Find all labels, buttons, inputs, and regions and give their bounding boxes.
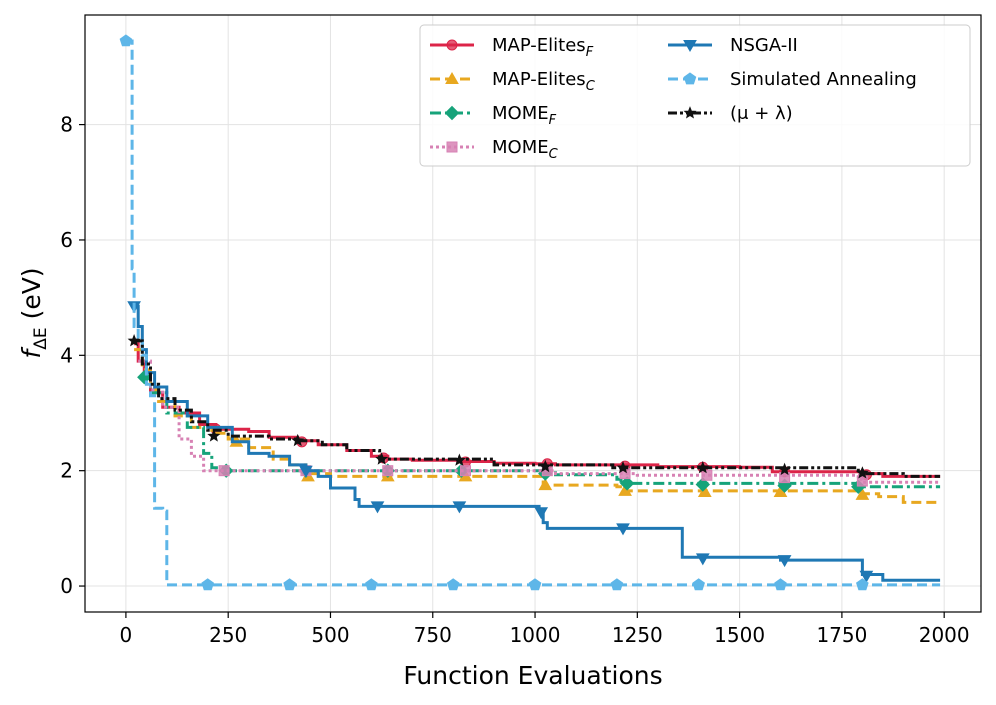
data-point [777, 555, 792, 568]
data-point [538, 478, 553, 491]
legend-label-sub: F [549, 113, 557, 128]
legend-item: MAP-ElitesF [430, 35, 594, 60]
data-point [618, 483, 632, 496]
series-4 [127, 301, 941, 583]
x-tick-label: 0 [120, 623, 133, 647]
legend-label-sub: C [586, 79, 596, 94]
data-point [616, 523, 630, 536]
data-point [701, 469, 713, 481]
legend-label: MAP-ElitesF [492, 35, 594, 60]
legend-label: Simulated Annealing [730, 69, 917, 90]
series-line [134, 339, 941, 478]
data-point [616, 460, 630, 474]
series-5 [119, 34, 941, 591]
data-point [218, 465, 230, 477]
data-point [695, 553, 710, 566]
data-point [778, 462, 792, 476]
data-point [365, 578, 378, 591]
data-point [610, 578, 624, 591]
data-point [538, 459, 552, 473]
data-point [370, 501, 385, 514]
x-tick-label: 500 [311, 623, 349, 647]
data-point [774, 578, 787, 591]
legend-marker [683, 40, 697, 53]
data-point [855, 487, 870, 500]
ticks: 0 250 500 750 1000 1250 1500 1750 2000 0 2 4 6 8 [60, 113, 969, 647]
legend-label: (μ + λ) [730, 103, 793, 124]
data-point [452, 453, 466, 466]
data-point [855, 466, 869, 479]
data-point [201, 578, 214, 591]
legend-item: (μ + λ) [668, 103, 793, 124]
y-tick-label: 2 [60, 459, 73, 483]
data-point [779, 472, 791, 484]
data-point [446, 578, 460, 591]
legend-marker [446, 141, 458, 153]
y-axis-title-sub: ΔE [31, 327, 51, 349]
data-point [119, 34, 133, 47]
data-point [856, 475, 868, 487]
data-point [299, 465, 313, 478]
legend-marker [444, 105, 460, 121]
y-tick-label: 0 [60, 574, 73, 598]
legend-marker [683, 106, 697, 119]
x-tick-label: 250 [209, 623, 247, 647]
data-point [127, 334, 141, 347]
x-tick-label: 2000 [919, 623, 970, 647]
series-6 [127, 334, 941, 479]
data-point [459, 465, 471, 477]
legend-label-sub: F [586, 45, 594, 60]
series-line [125, 39, 941, 587]
data-point [528, 578, 542, 591]
legend-label: NSGA-II [730, 35, 798, 56]
y-tick-label: 8 [60, 113, 73, 137]
legend-item: MOMEF [430, 103, 557, 128]
data-point [859, 570, 874, 583]
y-tick-label: 4 [60, 343, 73, 367]
series-layer [119, 34, 942, 591]
data-point [452, 501, 467, 514]
data-point [696, 460, 710, 474]
data-point [692, 578, 705, 591]
legend-item: MOMEC [430, 137, 559, 162]
legend-label: MAP-ElitesC [492, 69, 596, 94]
legend: MAP-ElitesF MAP-ElitesC MOMEF MOMEC NSGA-II S… [419, 24, 971, 167]
legend-item: NSGA-II [668, 35, 798, 56]
series-line [134, 304, 941, 582]
y-tick-label: 6 [60, 228, 73, 252]
data-point [856, 578, 869, 591]
legend-box [419, 24, 971, 167]
data-point [207, 429, 221, 442]
data-point [283, 578, 296, 591]
x-tick-label: 1750 [816, 623, 867, 647]
x-tick-label: 1500 [714, 623, 765, 647]
data-point [375, 452, 389, 465]
data-point [695, 477, 711, 492]
legend-label: MOMEF [492, 103, 557, 128]
legend-label: MOMEC [492, 137, 559, 162]
legend-marker [683, 72, 697, 85]
legend-item: MAP-ElitesC [430, 69, 596, 94]
legend-label-sub: C [549, 147, 559, 162]
data-point [619, 476, 635, 491]
y-axis-title: fΔE (eV) [17, 267, 51, 358]
legend-marker [445, 71, 459, 84]
data-point [382, 465, 394, 477]
data-point [534, 507, 549, 520]
plot-frame [84, 14, 982, 613]
data-point [697, 484, 712, 497]
x-axis-title: Function Evaluations [403, 661, 662, 690]
data-point [291, 433, 305, 447]
x-tick-label: 1000 [510, 623, 561, 647]
legend-item: Simulated Annealing [668, 69, 917, 90]
legend-marker [446, 39, 458, 51]
y-axis-title-unit: (eV) [17, 267, 46, 327]
x-tick-label: 1250 [612, 623, 663, 647]
x-tick-label: 750 [414, 623, 452, 647]
